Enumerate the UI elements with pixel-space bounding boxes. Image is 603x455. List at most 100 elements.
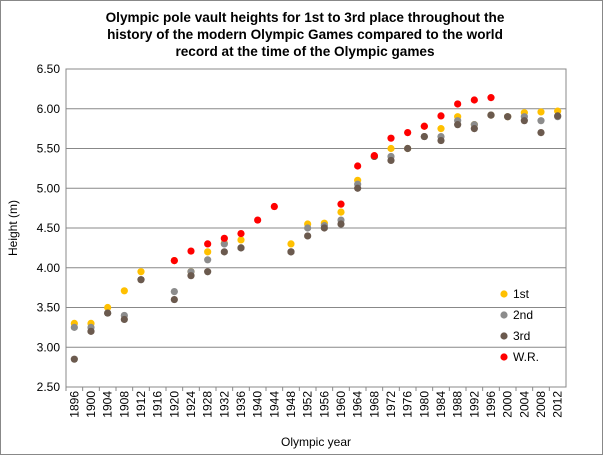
x-tick-label: 1952	[301, 391, 315, 418]
point-2nd	[537, 117, 545, 125]
x-tick-label: 1936	[234, 391, 248, 418]
point-wr	[354, 162, 362, 170]
x-tick-label: 1904	[101, 391, 115, 418]
point-3rd	[504, 113, 512, 121]
point-wr	[437, 112, 445, 120]
point-3rd	[204, 268, 212, 276]
point-3rd	[287, 248, 295, 256]
legend-marker	[500, 332, 508, 340]
point-wr	[470, 96, 478, 104]
point-2nd	[70, 323, 78, 331]
point-1st	[387, 144, 395, 153]
x-tick-label: 2012	[551, 391, 565, 418]
legend-marker	[500, 290, 508, 298]
point-wr	[237, 229, 245, 238]
point-3rd	[554, 112, 562, 120]
y-axis-tick-labels: 2.50 3.00 3.50 4.00 4.50 5.00 5.50 6.00 6.50	[37, 62, 61, 394]
point-wr	[187, 247, 195, 255]
point-2nd	[170, 288, 178, 296]
point-3rd	[437, 136, 445, 145]
point-1st	[104, 303, 112, 312]
point-3rd	[354, 184, 362, 192]
x-tick-label: 1948	[284, 391, 298, 418]
gridlines	[66, 108, 566, 348]
x-tick-label: 1908	[117, 391, 131, 418]
point-3rd	[320, 224, 328, 232]
point-3rd	[137, 276, 145, 284]
point-1st	[137, 268, 145, 276]
point-2nd	[220, 240, 228, 248]
point-wr	[387, 134, 395, 142]
x-tick-label: 1920	[167, 391, 181, 418]
y-tick-label: 2.50	[37, 380, 61, 394]
x-tick-label: 1912	[134, 391, 148, 418]
point-wr	[404, 129, 412, 137]
point-wr	[487, 94, 495, 102]
chart-title: Olympic pole vault heights for 1st to 3r…	[60, 9, 550, 60]
y-tick-label: 6.50	[37, 62, 61, 76]
chart-title-line-3: record at the time of the Olympic games	[175, 44, 435, 59]
x-tick-label: 2004	[517, 391, 531, 418]
point-wr	[254, 216, 262, 224]
point-3rd	[454, 121, 462, 129]
point-3rd	[187, 272, 195, 280]
chart-title-line-1: Olympic pole vault heights for 1st to 3r…	[105, 10, 505, 25]
point-1st	[287, 240, 295, 248]
x-tick-label: 1928	[201, 391, 215, 418]
point-3rd	[237, 244, 245, 252]
x-tick-label: 1984	[434, 391, 448, 418]
point-1st	[337, 208, 345, 216]
x-tick-label: 2008	[534, 391, 548, 418]
legend-label: 2nd	[513, 308, 533, 322]
x-tick-label: 1940	[251, 391, 265, 418]
point-3rd	[170, 295, 178, 304]
point-3rd	[70, 355, 78, 363]
point-3rd	[420, 132, 428, 141]
point-wr	[270, 202, 278, 211]
x-tick-label: 1976	[401, 391, 415, 418]
point-1st	[204, 248, 212, 256]
point-3rd	[304, 232, 312, 240]
point-3rd	[87, 327, 95, 335]
y-tick-label: 3.50	[37, 301, 61, 315]
y-tick-label: 6.00	[37, 102, 61, 116]
x-tick-label: 1988	[451, 391, 465, 418]
point-wr	[420, 122, 428, 130]
point-1st	[120, 287, 128, 295]
chart-title-line-2: history of the modern Olympic Games comp…	[107, 27, 503, 42]
point-1st	[237, 236, 245, 244]
point-1st	[437, 125, 445, 133]
x-tick-label: 1996	[484, 391, 498, 418]
point-3rd	[387, 156, 395, 165]
point-3rd	[337, 220, 345, 228]
point-3rd	[487, 111, 495, 119]
point-wr	[170, 256, 178, 265]
x-axis-tick-labels: 1896 1900 1904 1908 1912 1916 1920 1924 1928 1932…	[65, 387, 565, 418]
point-3rd	[104, 309, 112, 317]
point-2nd	[204, 256, 212, 264]
x-tick-label: 1968	[367, 391, 381, 418]
y-tick-label: 4.00	[37, 261, 61, 275]
point-wr	[204, 240, 212, 248]
x-tick-label: 1992	[467, 391, 481, 418]
point-1st	[537, 108, 545, 116]
x-tick-label: 1900	[84, 391, 98, 418]
point-2nd	[304, 224, 312, 232]
legend: 1st 2nd 3rd W.R.	[500, 287, 539, 364]
legend-label: W.R.	[513, 350, 539, 364]
x-tick-label: 1924	[184, 391, 198, 418]
x-tick-label: 1932	[217, 391, 231, 418]
legend-label: 3rd	[513, 329, 530, 343]
point-wr	[370, 152, 378, 160]
point-3rd	[404, 144, 412, 153]
point-3rd	[470, 125, 478, 133]
y-axis-label: Height (m)	[6, 200, 20, 256]
legend-marker	[500, 353, 508, 361]
y-tick-label: 4.50	[37, 221, 61, 235]
x-tick-label: 1944	[267, 391, 281, 418]
point-3rd	[537, 129, 545, 137]
x-tick-label: 1964	[351, 391, 365, 418]
legend-label: 1st	[513, 287, 530, 301]
y-tick-label: 5.00	[37, 181, 61, 195]
